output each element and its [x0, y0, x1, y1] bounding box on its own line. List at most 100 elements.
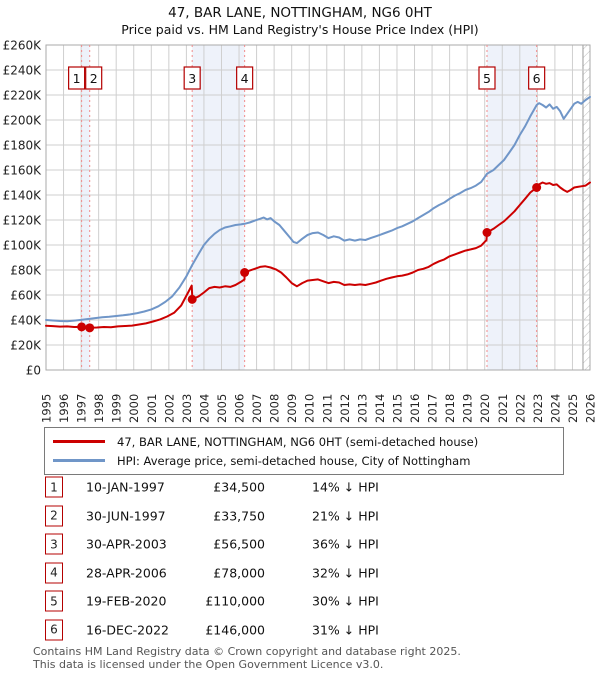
sale-markers [77, 183, 542, 333]
price-line-swatch [53, 440, 105, 443]
y-tick-label: £80K [10, 264, 42, 278]
sale-date: 10-JAN-1997 [86, 479, 165, 495]
sale-number-badge: 3 [45, 533, 63, 555]
legend-label: 47, BAR LANE, NOTTINGHAM, NG6 0HT (semi-… [117, 434, 479, 449]
sale-price: £78,000 [213, 565, 265, 581]
x-tick-label: 1998 [92, 394, 106, 423]
sale-marker [187, 294, 197, 304]
x-tick-label: 2006 [233, 394, 247, 423]
sale-number-badge: 5 [45, 590, 63, 612]
y-tick-label: £240K [3, 64, 43, 78]
x-tick-label: 2022 [513, 394, 527, 423]
table-row: 5 19-FEB-2020 £110,000 30% ↓ HPI [0, 587, 600, 616]
future-hatch [582, 45, 590, 370]
sale-price: £33,750 [213, 508, 265, 524]
x-tick-label: 2013 [355, 394, 369, 423]
sale-hpi-delta: 36% ↓ HPI [312, 536, 379, 552]
price-line [45, 181, 591, 329]
sale-date: 30-JUN-1997 [86, 508, 166, 524]
x-tick-label: 2010 [303, 394, 317, 423]
hpi-line [45, 95, 591, 323]
y-tick-label: £100K [3, 239, 43, 253]
sale-marker [532, 183, 542, 192]
x-tick-label: 2016 [408, 394, 422, 423]
sale-label-number: 3 [188, 71, 196, 86]
price-chart: 1 2 3 4 5 6£0£20K£40K£60K£80K£100K£120K£140K£… [3, 39, 598, 424]
sale-hpi-delta: 30% ↓ HPI [312, 593, 379, 609]
x-tick-label: 2019 [461, 394, 475, 423]
sale-dashed-lines [81, 45, 538, 370]
sale-date: 16-DEC-2022 [86, 622, 169, 638]
x-tick-label: 2025 [566, 394, 580, 423]
chart-title: 47, BAR LANE, NOTTINGHAM, NG6 0HT [168, 5, 432, 21]
x-tick-label: 2008 [268, 394, 282, 423]
sale-label-number: 6 [533, 71, 541, 86]
sale-label-box [183, 66, 201, 90]
plot-frame [45, 44, 591, 371]
sale-price: £110,000 [205, 593, 265, 609]
legend-item-price: 47, BAR LANE, NOTTINGHAM, NG6 0HT (semi-… [53, 432, 559, 451]
chart-subtitle: Price paid vs. HM Land Registry's House … [121, 22, 479, 37]
x-tick-label: 2011 [320, 394, 334, 423]
x-tick-label: 2009 [285, 394, 299, 423]
sale-date: 28-APR-2006 [86, 565, 167, 581]
sale-label-box [68, 66, 86, 90]
sale-label-number: 5 [483, 71, 491, 86]
table-row: 1 10-JAN-1997 £34,500 14% ↓ HPI [0, 473, 600, 502]
footer-line-2: This data is licensed under the Open Gov… [33, 657, 384, 671]
sale-date: 19-FEB-2020 [86, 593, 167, 609]
sale-label-box [85, 66, 103, 90]
sale-label-box [528, 66, 546, 90]
y-tick-label: £0 [26, 364, 41, 378]
x-tick-label: 1999 [110, 394, 124, 423]
sale-marker [77, 322, 87, 332]
sale-number-badge: 6 [45, 619, 63, 641]
legend-label: HPI: Average price, semi-detached house,… [117, 453, 471, 468]
x-tick-label: 2020 [478, 394, 492, 423]
legend-item-hpi: HPI: Average price, semi-detached house,… [53, 451, 559, 470]
y-tick-label: £160K [3, 164, 43, 178]
x-tick-label: 2000 [127, 394, 141, 423]
y-axis-labels: £0 £20K £40K £60K £80K £100K £120K £140K £160K £1… [3, 39, 43, 378]
sale-price: £146,000 [205, 622, 265, 638]
table-row: 4 28-APR-2006 £78,000 32% ↓ HPI [0, 559, 600, 588]
y-tick-label: £200K [3, 114, 43, 128]
x-tick-label: 2005 [215, 394, 229, 423]
table-row: 6 16-DEC-2022 £146,000 31% ↓ HPI [0, 616, 600, 645]
sale-label-box [236, 66, 254, 90]
y-tick-label: £60K [10, 289, 42, 303]
table-row: 2 30-JUN-1997 £33,750 21% ↓ HPI [0, 502, 600, 531]
sale-number-badge: 4 [45, 562, 63, 584]
license-footer: Contains HM Land Registry data © Crown c… [33, 645, 461, 671]
sale-marker [240, 268, 250, 277]
sale-hpi-delta: 32% ↓ HPI [312, 565, 379, 581]
x-tick-label: 1997 [75, 394, 89, 423]
x-tick-label: 1996 [57, 394, 71, 423]
x-tick-label: 2003 [180, 394, 194, 423]
sale-hpi-delta: 31% ↓ HPI [312, 622, 379, 638]
footer-line-1: Contains HM Land Registry data © Crown c… [33, 645, 461, 658]
x-tick-label: 2002 [162, 394, 176, 423]
y-tick-label: £260K [3, 39, 43, 53]
x-tick-label: 2012 [338, 394, 352, 423]
x-tick-label: 1995 [40, 394, 54, 423]
sale-label-number: 4 [241, 71, 249, 86]
sale-hpi-delta: 14% ↓ HPI [312, 479, 379, 495]
y-tick-label: £120K [3, 214, 43, 228]
sale-number-badge: 1 [45, 476, 63, 498]
x-tick-label: 2021 [496, 394, 510, 423]
y-tick-label: £220K [3, 89, 43, 103]
x-axis-labels: 1995 1996 1997 1998 1999 2000 2001 2002 2003 2004… [40, 394, 598, 423]
x-tick-label: 2017 [426, 394, 440, 423]
ownership-bands [81, 45, 537, 370]
x-tick-label: 2024 [548, 394, 562, 423]
y-tick-label: £180K [3, 139, 43, 153]
sale-label-box [478, 66, 496, 90]
sale-price: £56,500 [213, 536, 265, 552]
x-tick-label: 2001 [145, 394, 159, 423]
table-row: 3 30-APR-2003 £56,500 36% ↓ HPI [0, 530, 600, 559]
x-tick-label: 2026 [584, 394, 598, 423]
sale-hpi-delta: 21% ↓ HPI [312, 508, 379, 524]
